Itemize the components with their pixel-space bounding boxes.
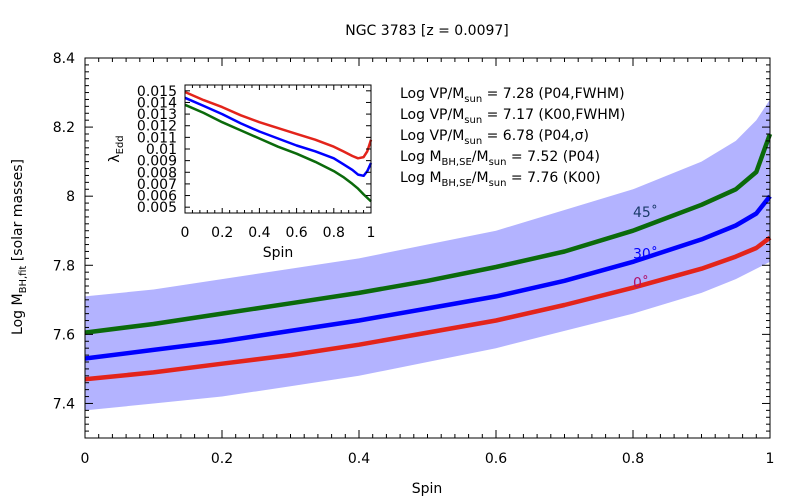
inset-y-tick-label: 0.013 [137, 107, 177, 123]
inset-y-tick-label: 0.006 [137, 189, 177, 205]
y-axis-label-main: Log M [10, 293, 26, 335]
x-tick-label: 0.6 [485, 451, 507, 467]
inset-y-tick-label: 0.014 [137, 95, 177, 111]
y-tick-label: 7.6 [53, 327, 75, 343]
y-tick-label: 8.2 [53, 120, 75, 136]
inset-x-tick-label: 0.4 [248, 225, 270, 241]
inset-y-tick-label: 0.012 [137, 119, 177, 135]
inset-y-axis-label-main: λ [107, 154, 123, 162]
y-tick-label: 7.8 [53, 258, 75, 274]
y-tick-label: 8.4 [53, 51, 75, 67]
inset-y-tick-label: 0.007 [137, 177, 177, 193]
x-tick-label: 0 [81, 451, 90, 467]
inset-series-group [184, 90, 373, 203]
inset-series-line-1 [184, 96, 373, 178]
series-label-0: 0˚ [633, 275, 649, 292]
x-tick-label: 0.2 [211, 451, 233, 467]
annotation-line-0: Log VP/Msun = 7.28 (P04,FWHM) [400, 86, 625, 105]
y-tick-label: 7.4 [53, 396, 75, 412]
x-axis-label: Spin [412, 481, 443, 497]
series-label-1: 30˚ [633, 245, 658, 262]
main-y-axis-ticks: 7.4 7.6 7.8 8 8.2 8.4 [53, 51, 770, 439]
inset-x-tick-label: 0 [181, 225, 190, 241]
inset-chart: 0 0.2 0.4 0.6 0.8 1 0.0050.0060.0070.0080.009… [107, 84, 375, 261]
band-area [85, 99, 770, 411]
annotation-block: Log VP/Msun = 7.28 (P04,FWHM) Log VP/Msun… [400, 86, 625, 189]
inset-y-axis-label: λEdd [107, 135, 126, 162]
annotation-line-4: Log MBH,SE/Msun = 7.76 (K00) [400, 170, 601, 189]
inset-x-axis-label: Spin [263, 245, 294, 261]
inset-y-tick-label: 0.005 [137, 200, 177, 216]
y-axis-label: Log MBH,fit [solar masses] [10, 159, 29, 335]
main-series-labels: 0˚ 30˚ 45˚ [633, 204, 658, 292]
inset-x-tick-label: 1 [367, 225, 376, 241]
inset-x-tick-label: 0.2 [211, 225, 233, 241]
y-tick-label: 8 [66, 189, 75, 205]
inset-y-tick-label: 0.011 [137, 130, 177, 146]
inset-y-tick-label: 0.008 [137, 165, 177, 181]
inset-y-axis-label-subscript: Edd [115, 135, 126, 154]
x-tick-label: 1 [766, 451, 775, 467]
series-label-2: 45˚ [633, 204, 658, 221]
uncertainty-band [85, 99, 770, 411]
chart-title: NGC 3783 [z = 0.0097] [345, 23, 509, 39]
inset-x-tick-label: 0.8 [323, 225, 345, 241]
main-series-group [84, 133, 773, 382]
inset-y-axis-ticks: 0.0050.0060.0070.0080.0090.010.0110.0120… [137, 84, 371, 216]
inset-series-line-0 [184, 90, 373, 160]
y-axis-label-subscript: BH,fit [18, 266, 29, 294]
annotation-line-1: Log VP/Msun = 7.17 (K00,FWHM) [400, 107, 625, 126]
annotation-line-2: Log VP/Msun = 6.78 (P04,σ) [400, 128, 589, 147]
inset-y-tick-label: 0.015 [137, 84, 177, 100]
main-x-axis-ticks: 0 0.2 0.4 0.6 0.8 1 [81, 58, 775, 467]
series-line-0 [84, 235, 772, 382]
inset-y-tick-label: 0.01 [146, 142, 177, 158]
inset-x-axis-ticks: 0 0.2 0.4 0.6 0.8 1 [181, 85, 376, 241]
y-axis-label-unit: [solar masses] [10, 159, 26, 266]
inset-series-line-2 [184, 103, 372, 203]
x-tick-label: 0.8 [622, 451, 644, 467]
inset-x-tick-label: 0.6 [285, 225, 307, 241]
series-line-1 [84, 194, 772, 361]
inset-y-tick-label: 0.009 [137, 154, 177, 170]
x-tick-label: 0.4 [348, 451, 370, 467]
series-line-2 [84, 133, 773, 335]
annotation-line-3: Log MBH,SE/Msun = 7.52 (P04) [400, 149, 600, 168]
